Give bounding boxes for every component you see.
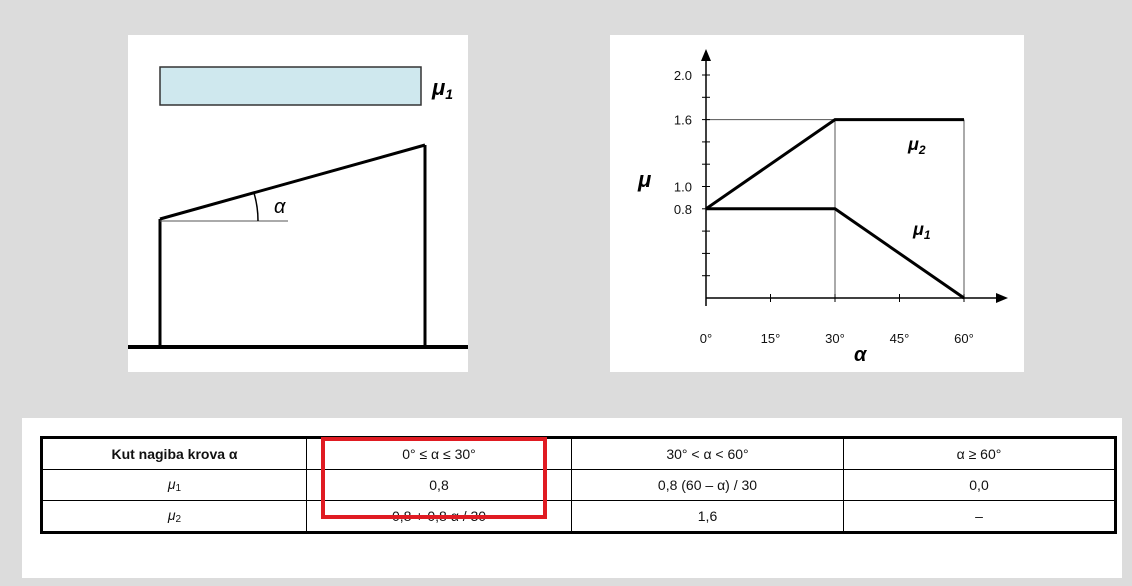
table-header-row: Kut nagiba krova α 0° ≤ α ≤ 30° 30° < α … [41,437,1116,470]
y-axis-title: μ [637,167,651,192]
angle-arc [253,192,259,222]
y-tick-label: 0.8 [674,202,692,217]
y-tick-label: 2.0 [674,68,692,83]
table-header-cell: Kut nagiba krova α [41,437,307,470]
table-cell: 0,8 [306,469,572,501]
x-tick-label: 60° [954,331,974,346]
x-tick-label: 0° [700,331,712,346]
series-line-mu1 [706,207,965,300]
roof-diagram: μ1 α [128,66,468,349]
y-axis-arrow [701,49,711,61]
x-tick-label: 15° [761,331,781,346]
y-tick-label: 1.0 [674,180,692,195]
y-tick-label: 1.6 [674,113,692,128]
shape-coefficient-chart-panel: 60° 45° 30° 15° 0° 0.8 1.0 1.6 2.0 μ α μ2 μ1 [610,35,1024,372]
x-tick-label: 45° [890,331,910,346]
mu1-series-label: μ1 [912,219,931,242]
table-header-cell: 30° < α < 60° [571,437,844,470]
table-row-mu1: μ1 0,8 0,8 (60 – α) / 30 0,0 [41,469,1116,501]
shape-coefficient-chart: 60° 45° 30° 15° 0° 0.8 1.0 1.6 2.0 μ α μ2 μ1 [637,49,1008,366]
snow-load-label: μ1 [431,75,453,102]
x-axis-arrow [996,293,1008,303]
table-row-mu2: μ2 0,8 + 0,8 α / 30 1,6 – [41,500,1116,533]
x-axis-title: α [854,344,868,366]
mu2-series-label: μ2 [907,134,926,157]
x-tick-label: 30° [825,331,845,346]
table-cell: 1,6 [571,500,844,533]
angle-label: α [274,196,286,218]
roof-diagram-panel: μ1 α [128,35,468,372]
coefficient-table-panel: Kut nagiba krova α 0° ≤ α ≤ 30° 30° < α … [22,418,1122,578]
series-line-mu2 [705,118,964,211]
roof-line [159,143,426,221]
table-cell: 0,0 [843,469,1116,501]
coefficient-table: Kut nagiba krova α 0° ≤ α ≤ 30° 30° < α … [40,436,1117,534]
row-symbol-mu1: μ1 [41,469,307,501]
table-cell: – [843,500,1116,533]
row-symbol-mu2: μ2 [41,500,307,533]
snow-load-strip [159,66,422,106]
table-header-cell: α ≥ 60° [843,437,1116,470]
table-cell: 0,8 (60 – α) / 30 [571,469,844,501]
highlight-box [321,437,547,519]
